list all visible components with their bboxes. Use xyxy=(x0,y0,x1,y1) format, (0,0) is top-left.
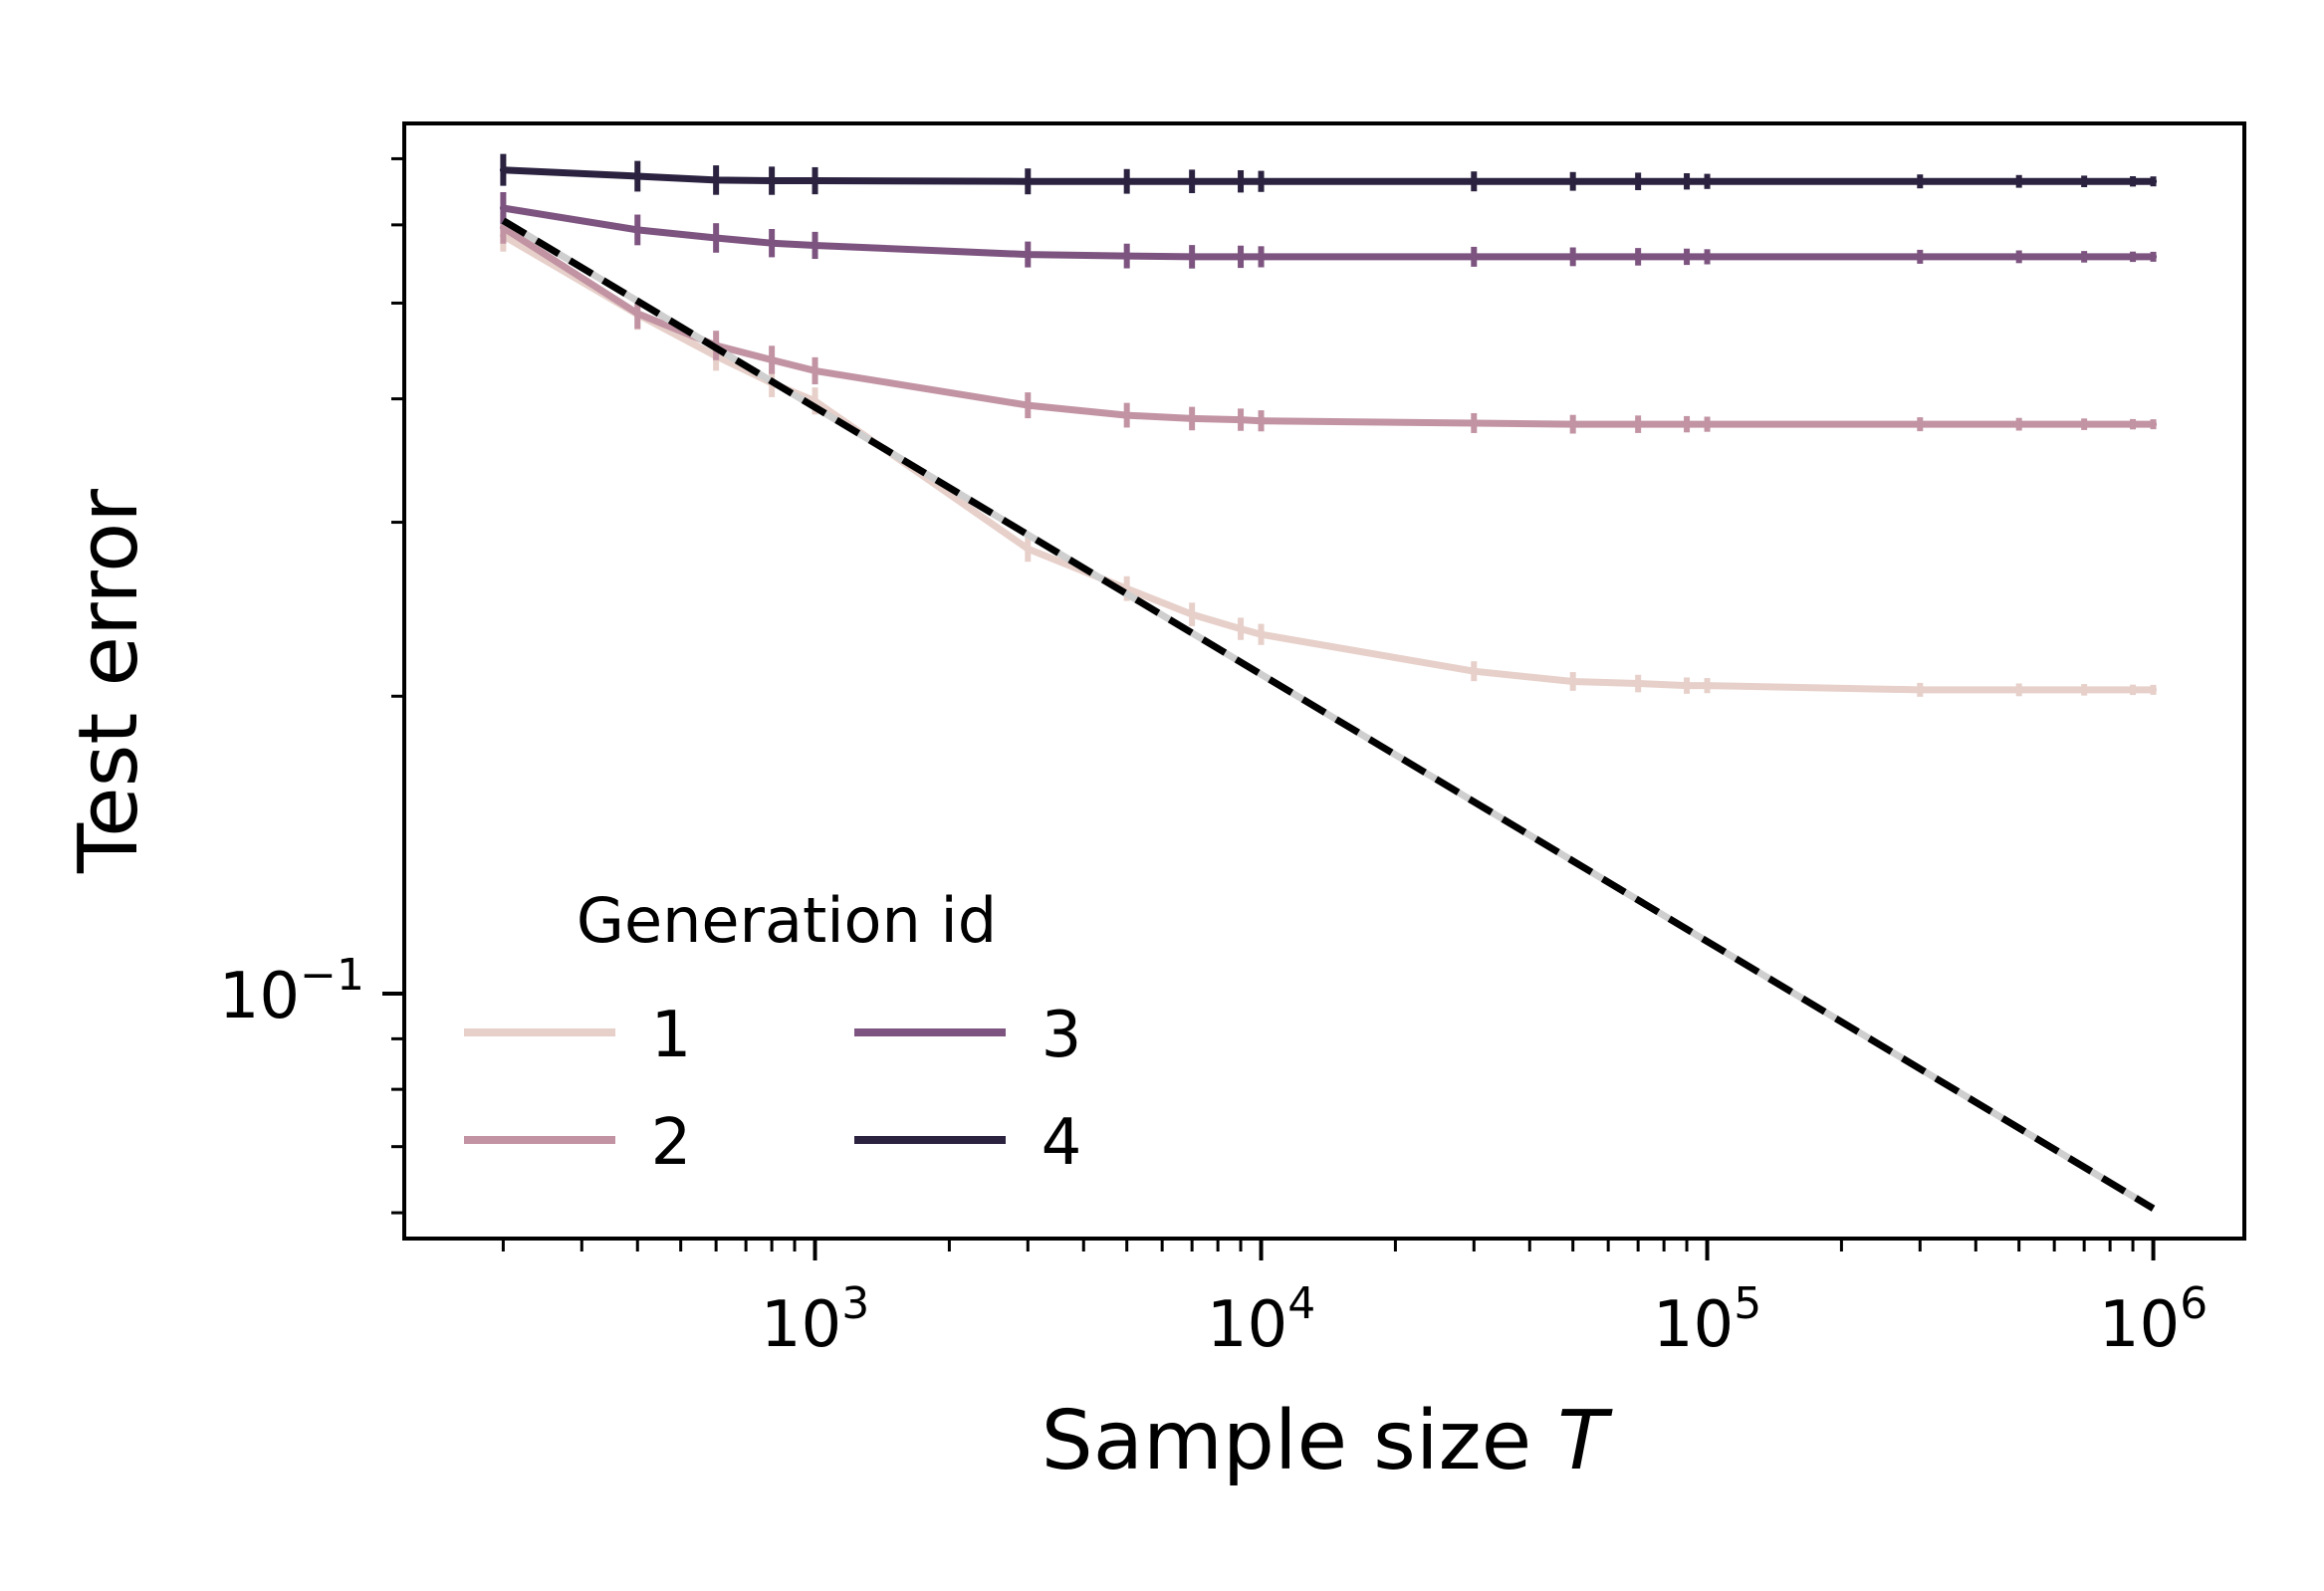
series-2-line xyxy=(499,224,2158,428)
series-3-line xyxy=(499,204,2158,261)
axes-frame xyxy=(402,121,2246,1241)
x-tick-label: 103 xyxy=(761,1278,869,1362)
series-4-line xyxy=(499,166,2158,185)
legend-label-2: 2 xyxy=(651,1106,692,1180)
legend-label-4: 4 xyxy=(1042,1106,1082,1180)
reference-dashed-line xyxy=(501,217,2156,1212)
data-lines xyxy=(499,153,2158,1212)
x-tick-label: 104 xyxy=(1207,1278,1315,1362)
legend: Generation id 1 2 3 4 xyxy=(464,884,1081,1180)
y-axis-label: Test error xyxy=(62,489,156,874)
x-tick-label: 106 xyxy=(2099,1278,2208,1362)
x-tick-label: 105 xyxy=(1653,1278,1761,1362)
minor-ticks xyxy=(391,156,2135,1251)
legend-label-1: 1 xyxy=(651,999,692,1072)
series-1-line xyxy=(499,232,2158,694)
y-tick-label: 10−1 xyxy=(219,950,364,1033)
x-axis-label: Sample size T xyxy=(1042,1394,1614,1488)
major-ticks: 103 104 105 106 10−1 xyxy=(219,950,2208,1362)
legend-label-3: 3 xyxy=(1042,999,1082,1072)
legend-title: Generation id xyxy=(577,884,997,957)
